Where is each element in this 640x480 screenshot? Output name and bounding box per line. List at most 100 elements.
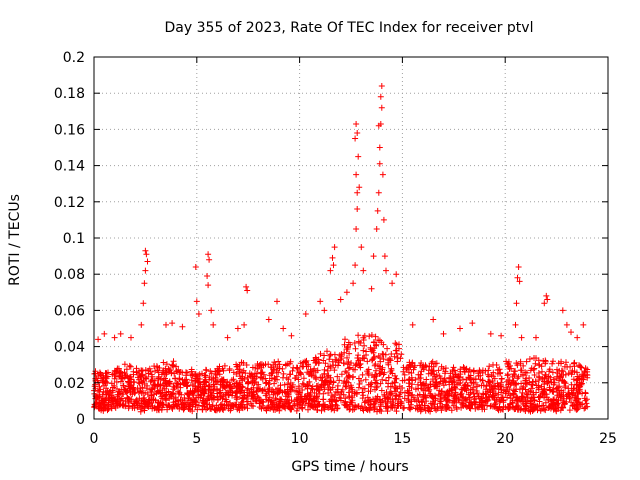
- data-point: [243, 283, 250, 290]
- data-point: [165, 388, 172, 395]
- data-point: [175, 391, 182, 397]
- data-point: [332, 401, 339, 408]
- data-point: [152, 368, 158, 374]
- y-tick-label: 0.2: [63, 50, 85, 66]
- x-tick-label: 0: [90, 431, 99, 447]
- data-point: [506, 365, 513, 372]
- data-point: [463, 366, 470, 373]
- data-point: [142, 247, 149, 254]
- data-point: [208, 370, 215, 377]
- x-tick-labels: 0 5 10 15 20 25: [90, 431, 617, 447]
- data-point: [145, 403, 152, 410]
- data-point: [330, 379, 337, 386]
- data-point: [304, 381, 311, 387]
- data-point: [444, 388, 451, 395]
- data-point: [136, 380, 143, 387]
- data-point: [152, 382, 159, 389]
- data-point: [335, 357, 342, 364]
- data-point: [327, 352, 333, 359]
- data-point: [227, 381, 234, 388]
- data-point: [293, 407, 300, 414]
- data-point: [225, 403, 232, 409]
- data-point: [505, 381, 512, 388]
- data-point: [494, 405, 501, 412]
- data-point: [334, 373, 341, 380]
- data-point: [378, 104, 385, 111]
- data-point: [379, 350, 386, 357]
- data-point: [482, 367, 489, 374]
- data-point: [149, 373, 156, 380]
- data-point: [318, 407, 325, 414]
- data-point: [364, 368, 371, 375]
- data-point: [208, 386, 215, 393]
- data-point: [520, 394, 527, 401]
- data-point: [280, 374, 286, 381]
- data-point: [414, 402, 420, 409]
- data-point: [546, 404, 553, 411]
- data-point: [210, 321, 217, 328]
- data-point: [502, 404, 509, 411]
- data-point: [442, 365, 449, 372]
- data-point: [580, 372, 587, 379]
- data-point: [416, 375, 423, 382]
- data-point: [331, 407, 338, 414]
- data-point: [412, 386, 419, 393]
- data-point: [384, 408, 391, 415]
- data-point: [223, 398, 230, 405]
- data-point: [379, 364, 386, 371]
- data-point: [282, 405, 289, 412]
- data-point: [395, 396, 402, 403]
- data-point: [410, 366, 417, 373]
- data-point: [385, 374, 392, 381]
- data-point: [280, 325, 287, 332]
- data-point: [497, 383, 504, 390]
- data-point: [127, 363, 134, 370]
- data-point: [204, 273, 211, 279]
- data-point: [250, 403, 257, 410]
- data-point: [566, 407, 573, 414]
- data-point: [219, 406, 226, 412]
- data-point: [507, 400, 514, 407]
- data-point: [405, 397, 412, 404]
- data-point: [420, 386, 427, 393]
- data-point: [398, 400, 405, 407]
- data-point: [331, 351, 338, 358]
- data-point: [582, 389, 589, 396]
- data-point: [309, 403, 316, 410]
- data-point: [160, 359, 167, 366]
- data-point: [112, 404, 119, 411]
- data-point: [196, 376, 203, 382]
- data-point: [270, 399, 276, 406]
- data-point: [459, 376, 466, 383]
- data-point: [272, 395, 279, 402]
- data-point: [138, 390, 145, 397]
- data-point: [356, 339, 362, 346]
- data-point: [430, 368, 437, 375]
- data-point: [322, 401, 328, 408]
- data-point: [182, 379, 189, 386]
- data-point: [241, 321, 248, 328]
- data-point: [224, 379, 231, 386]
- data-point: [282, 361, 289, 368]
- data-point: [408, 398, 415, 405]
- data-point: [226, 365, 233, 372]
- data-point: [289, 367, 296, 374]
- data-point: [470, 391, 477, 397]
- data-point: [103, 385, 110, 392]
- data-point: [262, 392, 269, 399]
- data-point: [180, 400, 187, 407]
- data-point: [437, 375, 444, 382]
- data-point: [216, 390, 223, 397]
- data-point: [317, 383, 324, 390]
- data-point: [480, 382, 487, 389]
- data-point: [92, 375, 99, 382]
- data-point: [199, 387, 206, 394]
- data-point: [383, 403, 390, 410]
- data-point: [377, 121, 384, 127]
- data-point: [574, 334, 581, 341]
- data-point: [237, 390, 244, 397]
- data-point: [581, 395, 588, 402]
- data-point: [535, 370, 542, 376]
- data-point: [257, 369, 264, 376]
- data-point: [181, 404, 188, 411]
